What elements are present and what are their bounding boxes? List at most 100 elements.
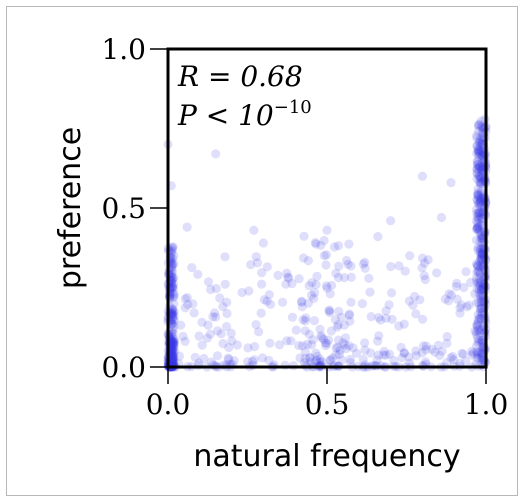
data-point <box>194 358 204 368</box>
data-point <box>169 311 179 321</box>
y-tick-label-0.5: 0.5 <box>101 192 146 225</box>
data-point <box>334 349 344 359</box>
data-point <box>476 177 486 188</box>
data-point <box>474 163 484 174</box>
data-point <box>254 327 264 337</box>
data-point <box>475 244 485 254</box>
data-point <box>247 356 258 366</box>
data-point <box>325 289 335 299</box>
data-point <box>475 162 485 172</box>
data-point <box>477 249 487 259</box>
data-point <box>472 298 482 308</box>
data-point <box>472 353 482 363</box>
data-point <box>339 273 349 283</box>
data-point <box>315 357 325 367</box>
data-point <box>278 297 288 307</box>
data-point <box>297 297 307 307</box>
data-point <box>473 144 483 154</box>
data-point <box>226 328 236 338</box>
data-point <box>396 342 406 352</box>
data-point <box>472 224 482 234</box>
data-point <box>457 348 467 358</box>
data-point <box>307 340 317 350</box>
data-point <box>320 338 330 348</box>
data-point <box>472 164 482 174</box>
data-point <box>169 315 179 326</box>
data-point <box>385 349 395 359</box>
data-point <box>300 326 310 336</box>
data-point <box>305 353 315 363</box>
data-point <box>477 232 487 242</box>
data-point <box>476 253 486 264</box>
data-point <box>473 145 484 155</box>
data-point <box>351 348 362 358</box>
data-point <box>360 263 370 273</box>
p-value-exponent: −10 <box>274 97 312 118</box>
data-point <box>309 293 319 303</box>
data-point <box>358 354 368 364</box>
data-point <box>197 317 207 327</box>
data-point <box>374 331 384 341</box>
data-point <box>477 249 487 259</box>
data-point <box>474 161 484 171</box>
data-point <box>472 347 482 357</box>
data-point <box>472 223 482 233</box>
data-point <box>249 225 259 235</box>
data-point <box>167 356 177 366</box>
data-point <box>252 258 263 268</box>
data-point <box>404 358 415 368</box>
data-point <box>251 252 261 262</box>
data-point <box>169 353 179 363</box>
data-point <box>475 145 485 155</box>
p-value-base: P < 10 <box>177 99 274 132</box>
data-point <box>473 338 483 348</box>
data-point <box>474 177 484 187</box>
data-point <box>417 348 427 358</box>
data-point <box>168 336 178 346</box>
data-point <box>475 277 485 287</box>
data-point <box>477 135 487 145</box>
data-point <box>421 345 431 355</box>
data-point <box>168 312 178 323</box>
data-point <box>476 304 486 314</box>
data-point <box>477 158 487 168</box>
data-point <box>473 347 483 357</box>
data-point <box>176 320 186 330</box>
data-point <box>472 212 482 222</box>
data-point <box>472 321 482 331</box>
data-point <box>311 239 321 249</box>
data-point <box>218 301 228 312</box>
data-point <box>316 331 326 341</box>
data-point <box>199 353 209 364</box>
data-point <box>331 350 341 360</box>
data-point <box>328 353 338 363</box>
data-point <box>344 239 354 249</box>
data-point <box>394 321 404 331</box>
data-point <box>168 305 178 315</box>
data-point <box>473 243 483 253</box>
data-point <box>461 267 471 277</box>
data-point <box>389 356 399 366</box>
data-point <box>473 213 483 223</box>
data-point <box>168 283 178 293</box>
data-point <box>335 345 345 355</box>
data-point <box>471 259 482 269</box>
data-point <box>167 242 177 252</box>
data-point <box>167 354 177 364</box>
data-point <box>472 319 482 329</box>
data-point <box>476 250 486 260</box>
data-point <box>168 353 178 364</box>
data-point <box>168 314 178 325</box>
data-point <box>470 326 480 336</box>
data-point <box>244 286 254 296</box>
data-point <box>168 279 179 289</box>
data-point <box>257 279 267 289</box>
data-point <box>477 248 487 258</box>
data-point <box>167 347 177 357</box>
data-point <box>167 346 177 356</box>
data-point <box>442 358 452 368</box>
data-point <box>477 213 487 223</box>
data-point <box>477 216 487 226</box>
data-point <box>297 302 307 312</box>
data-point <box>273 270 283 280</box>
